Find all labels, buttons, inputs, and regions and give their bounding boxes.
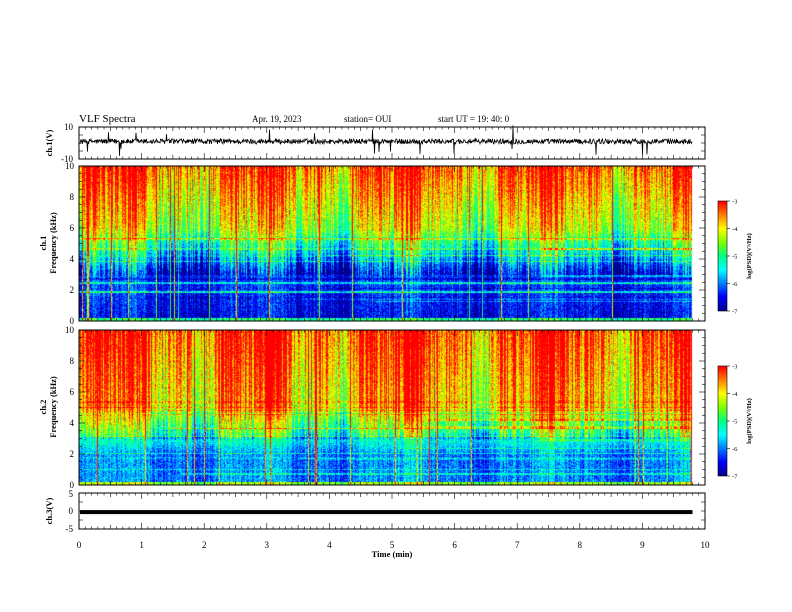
ch3-waveform-ticks	[78, 492, 706, 530]
ch3-ytick-bottom: -5	[66, 524, 74, 534]
colorbar-tick-label: -4	[732, 226, 738, 233]
ch2-spectrogram-ytick-labels: 0 2 4 6 8 10	[65, 325, 75, 490]
colorbar-tick-label: -6	[732, 446, 738, 453]
ch1-ytick-bottom: -10	[61, 154, 73, 164]
time-tick-label: 10	[701, 540, 711, 550]
time-axis-label: Time (min)	[372, 549, 413, 559]
ch3-ytick-middle: 0	[69, 506, 74, 516]
time-tick-label: 2	[202, 540, 207, 550]
frequency-tick-label: 2	[70, 285, 75, 295]
colorbar-tick-label: -7	[732, 474, 738, 481]
colorbar-tick-label: -3	[732, 364, 737, 371]
ch3-waveform-ylabel: ch.3(V)	[44, 497, 54, 524]
colorbar-tick-label: -6	[732, 281, 738, 288]
time-tick-label: 8	[578, 540, 583, 550]
time-tick-label: 4	[327, 540, 332, 550]
ch1-ytick-top: 10	[64, 122, 74, 132]
frequency-tick-label: 6	[70, 387, 75, 397]
colorbar-tick-label: -4	[732, 391, 738, 398]
ch2-spectrogram-heatmap	[79, 330, 705, 485]
time-tick-label: 0	[77, 540, 82, 550]
ch1-colorbar	[718, 201, 727, 311]
frequency-tick-label: 4	[70, 254, 75, 264]
ch1-waveform-panel: 10 -10 ch.1(V)	[44, 122, 706, 164]
ch2-spectrogram-ylabel-frequency: Frequency (kHz)	[48, 376, 58, 438]
ch2-colorbar	[718, 366, 727, 476]
frequency-tick-label: 6	[70, 223, 75, 233]
time-tick-label: 1	[139, 540, 144, 550]
ch3-waveform-panel: 5 0 -5 ch.3(V)	[44, 489, 706, 534]
ch1-colorbar-ticks: -3 -4 -5 -6 -7	[727, 199, 738, 316]
ch1-waveform-ticks	[78, 126, 706, 160]
station-label: station= OUI	[344, 114, 391, 124]
ch1-colorbar-label: log(PSD)(V²/Hz)	[746, 233, 753, 279]
frequency-tick-label: 2	[70, 449, 75, 459]
colorbar-tick-label: -3	[732, 199, 737, 206]
ch1-spectrogram-heatmap	[79, 166, 705, 321]
frequency-tick-label: 8	[70, 356, 75, 366]
time-tick-label: 5	[390, 540, 395, 550]
ch2-colorbar-ticks: -3 -4 -5 -6 -7	[727, 364, 738, 481]
frequency-tick-label: 8	[70, 192, 75, 202]
time-tick-label: 3	[265, 540, 270, 550]
frequency-tick-label: 10	[65, 325, 75, 335]
ch1-waveform-ylabel: ch.1(V)	[44, 129, 54, 156]
time-axis-tick-labels: 0 1 2 3 4 5 6 7 8 9 10	[77, 540, 710, 550]
colorbar-tick-label: -5	[732, 419, 737, 426]
ch1-waveform-trace	[79, 125, 693, 156]
colorbar-tick-label: -7	[732, 309, 738, 316]
figure-title: VLF Spectra	[79, 113, 136, 125]
ch2-colorbar-label: log(PSD)(V²/Hz)	[746, 398, 753, 444]
colorbar-tick-label: -5	[732, 254, 737, 261]
ch2-spectrogram-ylabel-channel: ch.2	[38, 400, 48, 415]
frequency-tick-label: 0	[70, 316, 75, 326]
ch2-spectrogram-ticks	[78, 329, 706, 486]
time-tick-label: 9	[640, 540, 645, 550]
time-tick-label: 7	[515, 540, 520, 550]
ch1-spectrogram-ylabel-frequency: Frequency (kHz)	[48, 212, 58, 274]
ch3-waveform-trace	[80, 510, 693, 515]
frequency-tick-label: 0	[70, 480, 75, 490]
time-tick-label: 6	[452, 540, 457, 550]
ch1-spectrogram-ytick-labels: 0 2 4 6 8 10	[65, 161, 75, 326]
ch1-spectrogram-ticks	[78, 165, 706, 322]
frequency-tick-label: 4	[70, 418, 75, 428]
start-time-label: start UT = 19: 40: 0	[438, 114, 510, 124]
date-label: Apr. 19, 2023	[252, 114, 302, 124]
ch3-ytick-top: 5	[69, 489, 74, 499]
ch1-spectrogram-ylabel-channel: ch.1	[38, 236, 48, 251]
frequency-tick-label: 10	[65, 161, 75, 171]
